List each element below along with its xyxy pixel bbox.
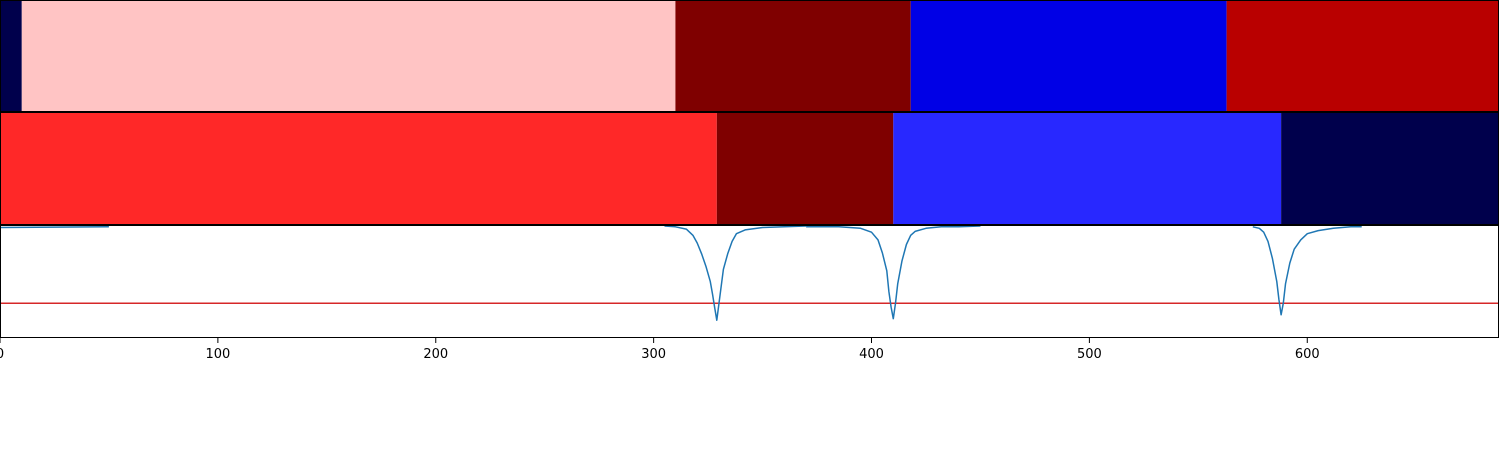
track-2-segment-3 — [893, 113, 1282, 225]
line-track — [0, 225, 1499, 321]
track-2-segment-2 — [716, 113, 894, 225]
signal-line-segment-3 — [806, 225, 981, 320]
x-axis: 0 100 200 300 400 500 600 — [0, 338, 1320, 362]
color-track-2 — [0, 113, 1499, 225]
track-1-segment-4 — [910, 1, 1227, 112]
track-1-segment-3 — [675, 1, 911, 112]
signal-line-segment-2 — [664, 225, 807, 321]
track-frame-2 — [0, 112, 1499, 225]
x-tick-label: 500 — [1077, 347, 1102, 362]
x-tick-label: 600 — [1295, 347, 1320, 362]
track-frame-1 — [0, 0, 1499, 112]
color-track-1 — [0, 1, 1499, 112]
track-2-segment-1 — [0, 113, 717, 225]
signal-line-segment-1 — [0, 226, 109, 229]
track-1-segment-2 — [21, 1, 676, 112]
x-tick-label: 0 — [0, 347, 4, 362]
x-tick-label: 100 — [205, 347, 230, 362]
x-tick-label: 300 — [641, 347, 666, 362]
track-frames — [0, 0, 1499, 338]
track-frame-3 — [0, 225, 1499, 338]
signal-line-segment-4 — [1252, 226, 1362, 316]
track-1-segment-5 — [1226, 1, 1499, 112]
x-tick-label: 400 — [859, 347, 884, 362]
track-2-segment-4 — [1281, 113, 1499, 225]
x-tick-label: 200 — [423, 347, 448, 362]
track-1-segment-1 — [0, 1, 22, 112]
